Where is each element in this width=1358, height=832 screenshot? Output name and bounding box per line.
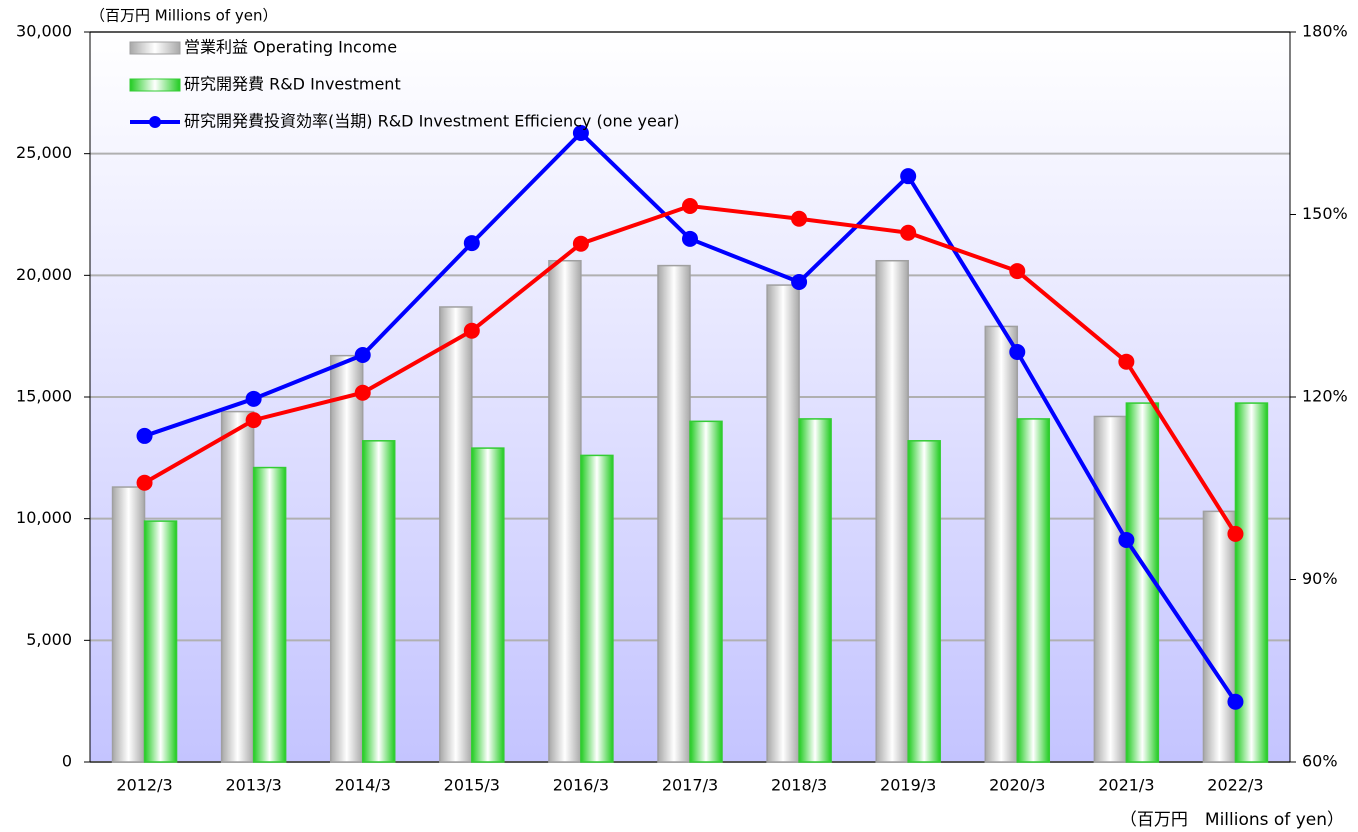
y2-tick-label: 90% (1302, 569, 1338, 588)
y-tick-label: 30,000 (16, 22, 72, 41)
y2-tick-label: 60% (1302, 752, 1338, 771)
bar (657, 264, 691, 763)
bar (361, 440, 396, 763)
point (136, 427, 153, 444)
point (136, 474, 153, 491)
point (1227, 525, 1244, 542)
bar (580, 454, 614, 763)
point (900, 224, 917, 241)
point (1118, 353, 1135, 370)
point (245, 390, 262, 407)
point (1009, 343, 1026, 360)
y2-tick-label: 150% (1302, 204, 1348, 223)
point (245, 412, 262, 429)
bar (252, 466, 287, 763)
bar (1016, 418, 1051, 763)
bar (984, 325, 1019, 763)
y-tick-label: 5,000 (26, 630, 72, 649)
point (1009, 263, 1026, 280)
x-tick-label: 2021/3 (1098, 776, 1154, 795)
bar (329, 354, 364, 763)
legend-label: 研究開発費投資効率(当期) R&D Investment Efficiency … (184, 112, 679, 131)
x-tick-label: 2020/3 (989, 776, 1045, 795)
point (463, 322, 480, 339)
point (682, 197, 698, 214)
y2-tick-label: 120% (1302, 387, 1348, 406)
point (791, 274, 808, 291)
x-unit-label: （百万円 Millions of yen） (1120, 810, 1344, 830)
bar (143, 520, 178, 763)
bar (766, 284, 800, 763)
legend-swatch (129, 78, 181, 92)
legend-marker (149, 116, 161, 128)
bar (1202, 510, 1237, 763)
y-unit-label: （百万円 Millions of yen） (90, 7, 278, 25)
x-tick-label: 2018/3 (771, 776, 827, 795)
bar (907, 440, 941, 763)
y2-tick-label: 180% (1302, 22, 1348, 41)
x-tick-label: 2022/3 (1207, 776, 1263, 795)
x-tick-label: 2016/3 (553, 776, 609, 795)
point (682, 230, 698, 247)
legend-label: 研究開発費 R&D Investment (184, 75, 401, 94)
y-tick-label: 15,000 (16, 387, 72, 406)
bar (111, 486, 146, 763)
x-tick-label: 2017/3 (662, 776, 718, 795)
y-tick-label: 20,000 (16, 265, 72, 284)
point (354, 347, 371, 364)
bar (220, 410, 255, 763)
x-tick-label: 2014/3 (335, 776, 391, 795)
bar (875, 259, 909, 763)
bar (471, 447, 505, 763)
bar (439, 306, 473, 763)
point (791, 210, 808, 227)
x-tick-label: 2019/3 (880, 776, 936, 795)
x-tick-label: 2013/3 (225, 776, 281, 795)
y-tick-label: 0 (62, 752, 72, 771)
legend-label: 営業利益 Operating Income (184, 38, 397, 57)
point (1118, 531, 1135, 548)
point (1227, 693, 1244, 710)
point (572, 235, 589, 252)
point (572, 124, 589, 141)
bar (798, 418, 832, 763)
point (900, 168, 917, 185)
bar (1093, 415, 1128, 763)
x-tick-label: 2012/3 (116, 776, 172, 795)
legend-swatch (129, 41, 181, 55)
point (354, 384, 371, 401)
y-tick-label: 10,000 (16, 508, 72, 527)
x-tick-label: 2015/3 (444, 776, 500, 795)
bar (689, 420, 723, 763)
point (463, 235, 480, 252)
y-tick-label: 25,000 (16, 143, 72, 162)
bar (548, 259, 582, 763)
